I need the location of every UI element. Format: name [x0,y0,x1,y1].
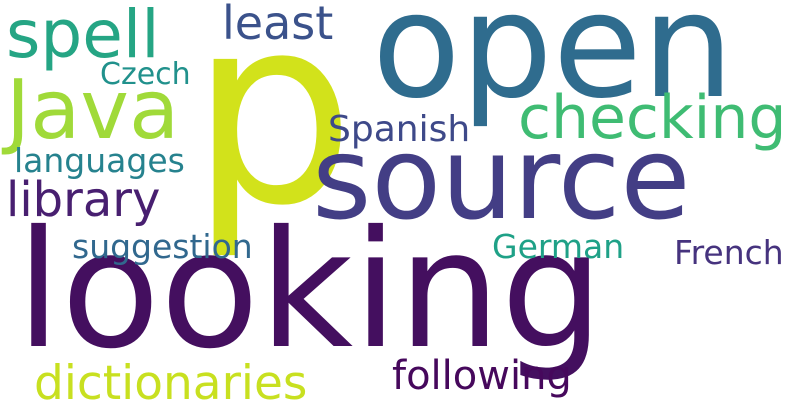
word-german: German [492,227,625,266]
word-open: open [372,0,734,131]
word-least: least [222,0,334,50]
word-java: Java [6,63,180,158]
word-following: following [392,353,572,399]
word-p: p [190,0,356,263]
word-looking: looking [16,197,604,385]
word-library: library [6,172,161,228]
word-dictionaries: dictionaries [34,356,308,400]
word-checking: checking [518,83,787,153]
word-spell: spell [6,0,160,73]
word-suggestion: suggestion [72,227,253,266]
word-spanish: Spanish [328,109,471,150]
word-languages: languages [14,141,185,180]
word-french: French [674,233,784,272]
word-source: source [312,112,691,245]
word-czech: Czech [100,57,191,92]
